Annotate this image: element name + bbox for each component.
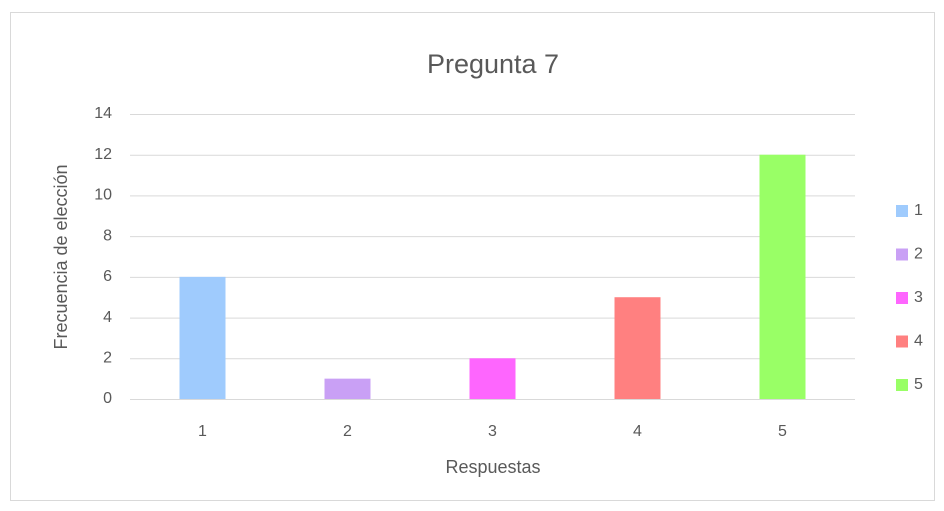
x-tick-label: 2 bbox=[343, 423, 352, 440]
bar bbox=[614, 297, 661, 399]
y-tick-label: 10 bbox=[94, 187, 112, 204]
x-axis-label: Respuestas bbox=[445, 457, 540, 477]
bar bbox=[324, 378, 371, 399]
bar bbox=[179, 276, 226, 399]
legend-label: 4 bbox=[914, 333, 923, 350]
legend-label: 5 bbox=[914, 376, 923, 393]
y-tick-label: 4 bbox=[103, 309, 112, 326]
legend-swatch bbox=[896, 292, 908, 304]
y-tick-label: 14 bbox=[94, 105, 112, 122]
y-tick-label: 0 bbox=[103, 390, 112, 407]
legend-swatch bbox=[896, 335, 908, 348]
y-tick-label: 2 bbox=[103, 350, 112, 367]
chart-title: Pregunta 7 bbox=[427, 49, 559, 79]
x-tick-label: 3 bbox=[488, 423, 497, 440]
legend-label: 3 bbox=[914, 289, 923, 306]
y-tick-label: 8 bbox=[103, 227, 112, 244]
legend-label: 2 bbox=[914, 246, 923, 263]
x-tick-label: 4 bbox=[633, 423, 642, 440]
y-tick-label: 12 bbox=[94, 146, 112, 163]
bar bbox=[759, 154, 806, 399]
x-tick-label: 5 bbox=[778, 423, 787, 440]
legend-swatch bbox=[896, 248, 908, 261]
legend-label: 1 bbox=[914, 202, 923, 219]
y-axis-label: Frecuencia de elección bbox=[51, 164, 71, 349]
legend-swatch bbox=[896, 205, 908, 217]
bar bbox=[469, 358, 516, 399]
y-tick-label: 6 bbox=[103, 268, 112, 285]
legend-swatch bbox=[896, 379, 908, 391]
x-tick-label: 1 bbox=[198, 423, 207, 440]
